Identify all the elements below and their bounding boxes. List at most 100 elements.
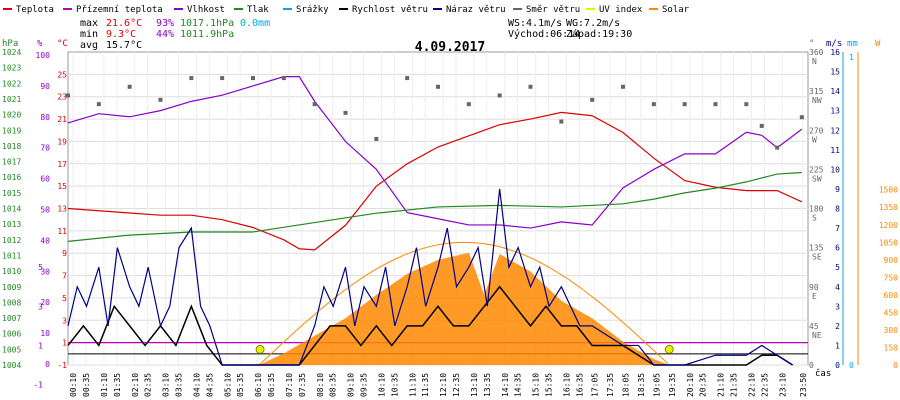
time-tick: 03:35 [174,373,183,397]
dir-label: SW [812,174,822,183]
stats-max-press: 1017.1hPa [180,18,234,29]
dir-label: N [812,57,817,66]
wind-dir-point [405,76,410,81]
wind-dir-point [312,102,317,107]
dir-label: E [812,292,817,301]
hpa-tick: 1015 [2,189,21,198]
hpa-tick: 1023 [2,64,21,73]
time-tick: 12:35 [452,373,461,397]
wind-dir-point [374,136,379,141]
time-tick: 04:35 [205,373,214,397]
info-sunset: Západ:19:30 [566,28,632,40]
wind-dir-point [66,93,70,98]
info-sunrise: Východ:06:14 [508,28,580,40]
info-ws: WS:4.1m/s [508,18,562,29]
pct-tick: 0 [45,360,50,369]
wind-dir-point [436,84,440,89]
time-tick: 07:10 [285,373,294,397]
dir-label: SE [812,253,822,262]
ms-tick: 4 [835,283,840,292]
time-tick: 08:35 [329,373,338,397]
wind-dir-point [343,110,348,115]
hpa-tick: 1018 [2,142,21,151]
pct-tick: 90 [40,82,50,91]
dir-tick: 0 [809,361,814,370]
degc-tick: 25 [57,70,67,79]
hpa-tick: 1016 [2,173,21,182]
hpa-tick: 1005 [2,345,21,354]
w-tick: 450 [884,308,899,317]
pct-lower-tick: 5 [38,263,43,272]
stats-max-label: max [80,18,98,29]
time-tick: 21:35 [729,373,738,397]
wind-dir-point [466,102,471,107]
pct-tick: 60 [40,175,50,184]
time-tick: 05:35 [236,373,245,397]
time-tick: 14:10 [501,373,510,397]
legend-label: Směr větru [526,5,580,15]
wind-dir-point [220,76,225,81]
hpa-tick: 1024 [2,48,21,57]
ms-tick: 10 [830,165,840,174]
wind-dir-point [651,102,656,107]
unit-mm: mm [847,39,858,49]
chart-legend: Teplota Přízemní teplota Vlhkost Tlak Srážky… [3,5,690,15]
legend-label: Náraz větru [446,5,506,15]
legend-label: Vlhkost [187,5,225,15]
wind-dir-point [744,102,749,107]
w-tick: 750 [884,273,899,282]
pct-tick: 80 [40,113,50,122]
wind-dir-point [799,115,804,120]
degc-tick: 17 [57,160,67,169]
plot-area [66,76,808,366]
degc-tick: 11 [57,227,67,236]
wind-dir-point [281,76,286,81]
mm-tick: 0 [849,361,854,370]
time-tick: 19:35 [668,373,677,397]
left-axes: 1024102310221021102010191018101710161015… [2,48,67,390]
w-tick: 300 [884,326,899,335]
time-tick: 16:35 [575,373,584,397]
pct-tick: 70 [40,144,50,153]
ms-tick: 16 [830,48,840,57]
unit-hpa: hPa [2,39,18,49]
w-tick: 150 [884,343,899,352]
dir-label: W [812,135,817,144]
legend-label: Solar [662,5,690,15]
hpa-tick: 1022 [2,79,21,88]
ms-tick: 13 [830,107,840,116]
solar-arc [258,241,669,366]
sun-marker [664,344,674,354]
dir-label: S [812,214,817,223]
ms-tick: 6 [835,244,840,253]
x-axis: 00:10 00:35 01:10 01:35 02:10 02:35 03:10 03:35… [69,373,808,397]
time-tick: 00:35 [82,373,91,397]
time-tick: 09:10 [347,373,356,397]
dir-tick: 90 [809,283,819,292]
hpa-tick: 1006 [2,330,21,339]
pct-tick: 20 [40,298,50,307]
time-tick: 11:35 [421,373,430,397]
ms-tick: 9 [835,185,840,194]
ms-tick: 15 [830,68,840,77]
time-tick: 13:10 [470,373,479,397]
wind-dir-point [497,93,502,98]
legend-label: Teplota [16,5,54,15]
w-tick: 1350 [879,203,898,212]
dir-tick: 180 [809,205,824,214]
degc-tick: 15 [57,182,67,191]
wind-dir-point [590,97,595,102]
ms-tick: 5 [835,263,840,272]
time-tick: 15:10 [532,373,541,397]
wind-dir-point [559,119,564,124]
degc-tick: 23 [57,93,67,102]
wind-dir-point [621,84,625,89]
degc-tick: 13 [57,205,67,214]
stats-avg-label: avg [80,40,98,51]
hpa-tick: 1007 [2,314,21,323]
time-tick: 16:10 [562,373,571,397]
sun-marker [255,344,265,354]
time-tick: 06:10 [254,373,263,397]
legend-label: Tlak [247,5,269,15]
hpa-tick: 1011 [2,251,21,260]
